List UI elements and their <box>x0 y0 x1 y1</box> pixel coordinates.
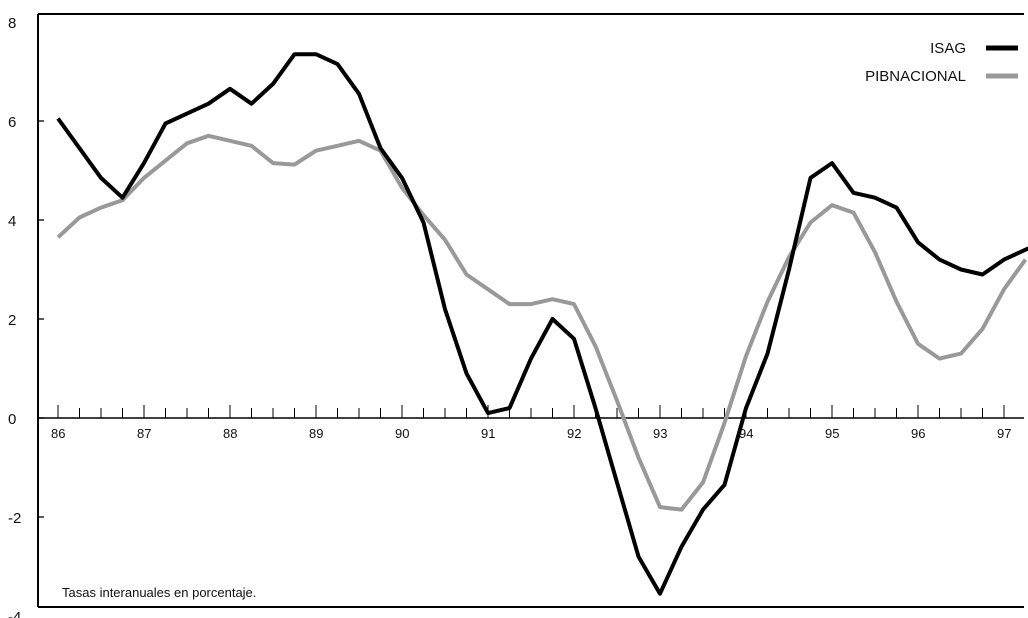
x-tick-label: 89 <box>309 426 323 441</box>
y-tick-label: 6 <box>8 114 16 131</box>
x-tick-label: 96 <box>911 426 925 441</box>
x-tick-label: 92 <box>567 426 581 441</box>
y-tick-label: -4 <box>8 609 21 618</box>
y-tick-label: 2 <box>8 312 16 329</box>
y-tick-label: -2 <box>8 510 21 527</box>
x-tick-label: 87 <box>137 426 151 441</box>
x-tick-label: 93 <box>653 426 667 441</box>
legend: ISAG PIBNACIONAL <box>865 40 1018 85</box>
series-line-isag <box>56 52 1028 596</box>
y-tick-label: 8 <box>8 15 16 32</box>
x-tick-label: 88 <box>223 426 237 441</box>
x-tick-label: 97 <box>997 426 1011 441</box>
x-tick-label: 86 <box>51 426 65 441</box>
x-tick-label: 91 <box>481 426 495 441</box>
x-tick-label: 94 <box>739 426 753 441</box>
series-line-pibnacional <box>56 133 1028 512</box>
legend-label-isag: ISAG <box>930 40 966 57</box>
x-tick-label: 90 <box>395 426 409 441</box>
legend-label-pibnacional: PIBNACIONAL <box>865 68 966 85</box>
x-axis: 86 87 88 89 90 91 92 93 94 95 96 97 <box>38 405 1024 441</box>
y-tick-label: 0 <box>8 411 16 428</box>
x-tick-label: 95 <box>825 426 839 441</box>
y-axis: 8 6 4 2 0 -2 -4 <box>8 15 44 618</box>
chart-note: Tasas interanuales en porcentaje. <box>62 585 256 600</box>
series-lines <box>56 52 1028 596</box>
plot-frame <box>37 13 1024 608</box>
y-tick-label: 4 <box>8 213 16 230</box>
